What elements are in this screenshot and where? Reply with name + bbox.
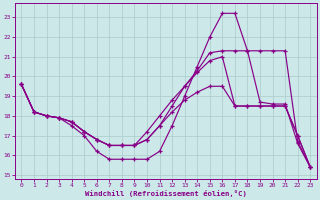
X-axis label: Windchill (Refroidissement éolien,°C): Windchill (Refroidissement éolien,°C) [85, 190, 247, 197]
